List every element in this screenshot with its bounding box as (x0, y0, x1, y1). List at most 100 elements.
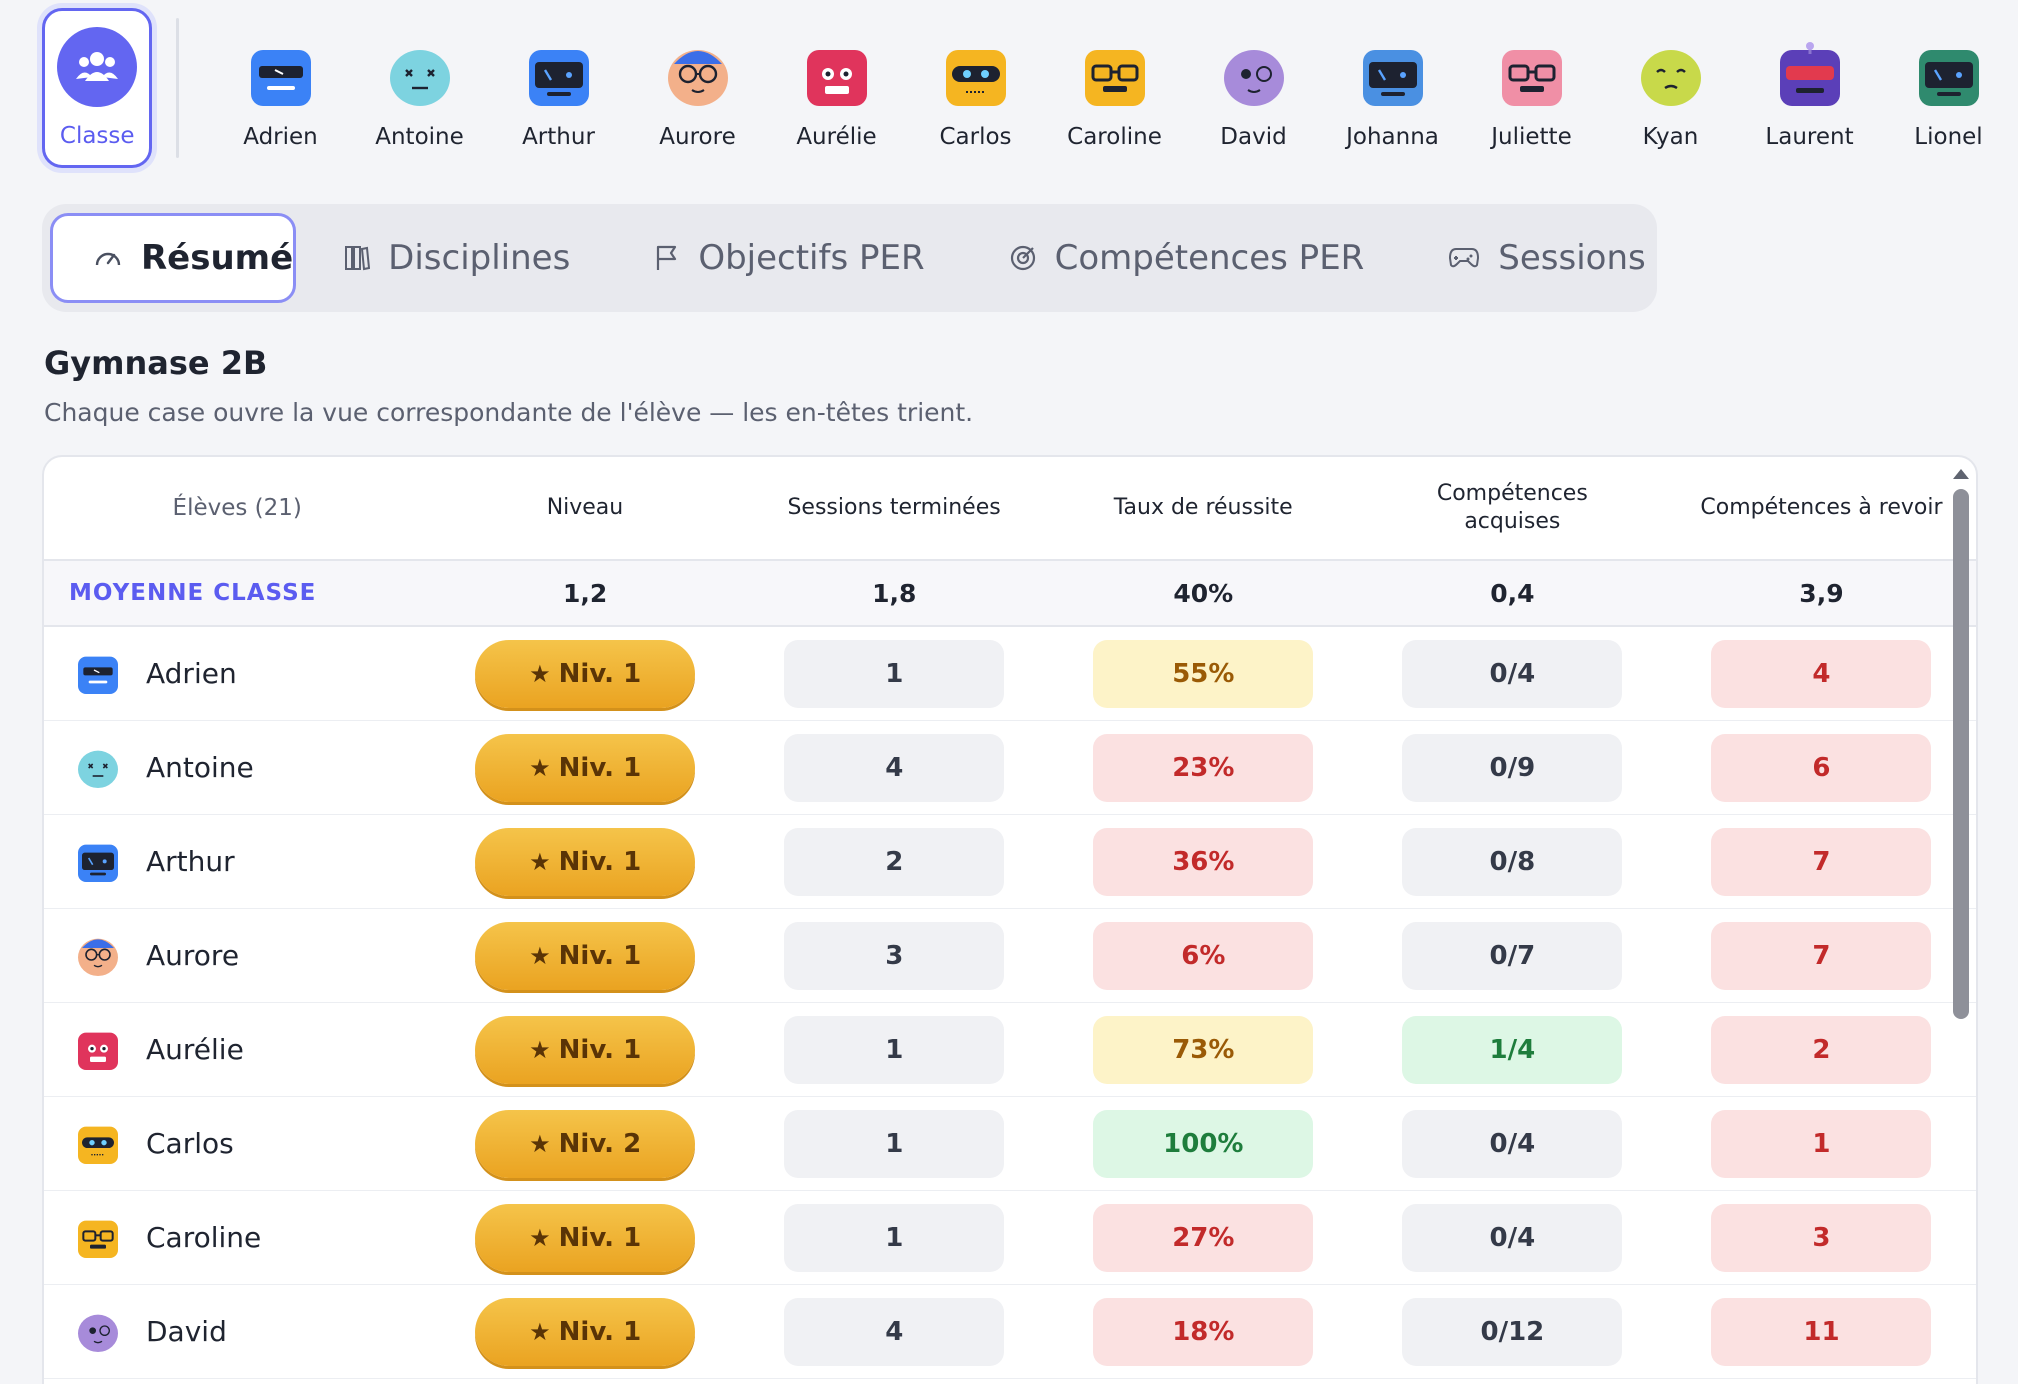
student-cell[interactable]: Caroline (44, 1214, 431, 1262)
acquired-cell[interactable]: 0/4 (1402, 1203, 1623, 1272)
rate-cell[interactable]: 23% (1093, 733, 1314, 802)
sessions-cell[interactable]: 1 (784, 639, 1005, 708)
review-cell[interactable]: 11 (1711, 1297, 1932, 1366)
tab-competences[interactable]: Compétences PER (967, 213, 1407, 303)
tab-sessions[interactable]: Sessions (1406, 213, 1687, 303)
acquired-cell[interactable]: 0/8 (1402, 827, 1623, 896)
student-avatar (1218, 40, 1290, 112)
sessions-cell[interactable]: 1 (784, 1015, 1005, 1084)
level-badge[interactable]: ★ Niv. 1 (475, 1297, 696, 1366)
sessions-cell[interactable]: 4 (784, 733, 1005, 802)
student-avatar (1774, 40, 1846, 112)
review-cell[interactable]: 7 (1711, 921, 1932, 990)
student-chip[interactable]: Juliette (1462, 8, 1601, 150)
student-chip[interactable]: Caroline (1045, 8, 1184, 150)
student-avatar (74, 1120, 122, 1168)
student-chip[interactable]: Carlos (906, 8, 1045, 150)
student-name: Caroline (1067, 124, 1162, 150)
level-badge[interactable]: ★ Niv. 1 (475, 1203, 696, 1272)
level-badge[interactable]: ★ Niv. 1 (475, 921, 696, 990)
level-badge[interactable]: ★ Niv. 1 (475, 639, 696, 708)
tab-resume[interactable]: Résumé (50, 213, 297, 303)
sessions-cell[interactable]: 2 (784, 827, 1005, 896)
student-avatar (74, 1214, 122, 1262)
student-cell[interactable]: Aurore (44, 932, 431, 980)
student-avatar (384, 40, 456, 112)
scroll-up-icon[interactable] (1953, 469, 1969, 479)
student-name: Caroline (146, 1221, 262, 1254)
student-avatar (1496, 40, 1568, 112)
tab-disciplines[interactable]: Disciplines (296, 213, 612, 303)
review-cell[interactable]: 7 (1711, 827, 1932, 896)
student-avatar (1635, 40, 1707, 112)
gamepad-icon (1449, 248, 1480, 268)
rate-cell[interactable]: 73% (1093, 1015, 1314, 1084)
student-cell[interactable]: Adrien (44, 650, 431, 698)
rate-cell[interactable]: 100% (1093, 1109, 1314, 1178)
acquired-cell[interactable]: 0/9 (1402, 733, 1623, 802)
review-cell[interactable]: 2 (1711, 1015, 1932, 1084)
sessions-cell[interactable]: 3 (784, 921, 1005, 990)
table-scrollbar[interactable] (1952, 467, 1970, 1384)
student-chip[interactable]: Aurélie (767, 8, 906, 150)
student-name: Carlos (939, 124, 1012, 150)
level-badge[interactable]: ★ Niv. 1 (475, 733, 696, 802)
strip-divider (176, 18, 179, 158)
level-badge[interactable]: ★ Niv. 1 (475, 827, 696, 896)
level-value: Niv. 1 (558, 846, 642, 877)
student-chip[interactable]: David (1184, 8, 1323, 150)
rate-cell[interactable]: 36% (1093, 827, 1314, 896)
student-name: David (146, 1315, 227, 1348)
review-cell[interactable]: 1 (1711, 1109, 1932, 1178)
acquired-cell[interactable]: 1/4 (1402, 1015, 1623, 1084)
tab-objectifs[interactable]: Objectifs PER (612, 213, 966, 303)
star-icon: ★ (529, 659, 551, 688)
student-name: Aurélie (146, 1033, 244, 1066)
sessions-cell[interactable]: 1 (784, 1203, 1005, 1272)
acquired-cell[interactable]: 0/4 (1402, 1109, 1623, 1178)
header-level[interactable]: Niveau (546, 495, 624, 520)
student-chip[interactable]: Laurent (1740, 8, 1879, 150)
student-cell[interactable]: Arthur (44, 838, 431, 886)
student-cell[interactable]: Aurélie (44, 1026, 431, 1074)
class-average-label: MOYENNE CLASSE (69, 580, 317, 606)
level-value: Niv. 1 (558, 752, 642, 783)
rate-cell[interactable]: 18% (1093, 1297, 1314, 1366)
student-chip[interactable]: Kyan (1601, 8, 1740, 150)
student-cell[interactable]: Antoine (44, 744, 431, 792)
header-review[interactable]: Compétences à revoir (1700, 495, 1943, 520)
student-name: Johanna (1346, 124, 1439, 150)
sessions-cell[interactable]: 1 (784, 1109, 1005, 1178)
student-cell[interactable]: Carlos (44, 1120, 431, 1168)
acquired-cell[interactable]: 0/12 (1402, 1297, 1623, 1366)
student-chip[interactable]: Antoine (350, 8, 489, 150)
student-chip[interactable]: Johanna (1323, 8, 1462, 150)
student-name: Lionel (1914, 124, 1983, 150)
student-chip[interactable]: Adrien (211, 8, 350, 150)
header-students[interactable]: Élèves (21) (172, 495, 302, 521)
level-badge[interactable]: ★ Niv. 2 (475, 1109, 696, 1178)
header-rate[interactable]: Taux de réussite (1113, 495, 1293, 520)
student-avatar (74, 650, 122, 698)
group-icon (57, 27, 138, 107)
student-cell[interactable]: David (44, 1308, 431, 1356)
student-chip[interactable]: Lionel (1879, 8, 2018, 150)
review-cell[interactable]: 4 (1711, 639, 1932, 708)
header-acquired[interactable]: Compétences acquises (1358, 480, 1667, 536)
classe-button[interactable]: Classe (42, 8, 153, 168)
student-chip[interactable]: Arthur (489, 8, 628, 150)
rate-cell[interactable]: 55% (1093, 639, 1314, 708)
student-name: Aurélie (796, 124, 877, 150)
level-badge[interactable]: ★ Niv. 1 (475, 1015, 696, 1084)
sessions-cell[interactable]: 4 (784, 1297, 1005, 1366)
rate-cell[interactable]: 27% (1093, 1203, 1314, 1272)
student-chip[interactable]: Aurore (628, 8, 767, 150)
review-cell[interactable]: 6 (1711, 733, 1932, 802)
header-sessions[interactable]: Sessions terminées (787, 495, 1001, 520)
student-name: Laurent (1765, 124, 1854, 150)
acquired-cell[interactable]: 0/7 (1402, 921, 1623, 990)
acquired-cell[interactable]: 0/4 (1402, 639, 1623, 708)
review-cell[interactable]: 3 (1711, 1203, 1932, 1272)
scroll-thumb[interactable] (1953, 489, 1969, 1019)
rate-cell[interactable]: 6% (1093, 921, 1314, 990)
